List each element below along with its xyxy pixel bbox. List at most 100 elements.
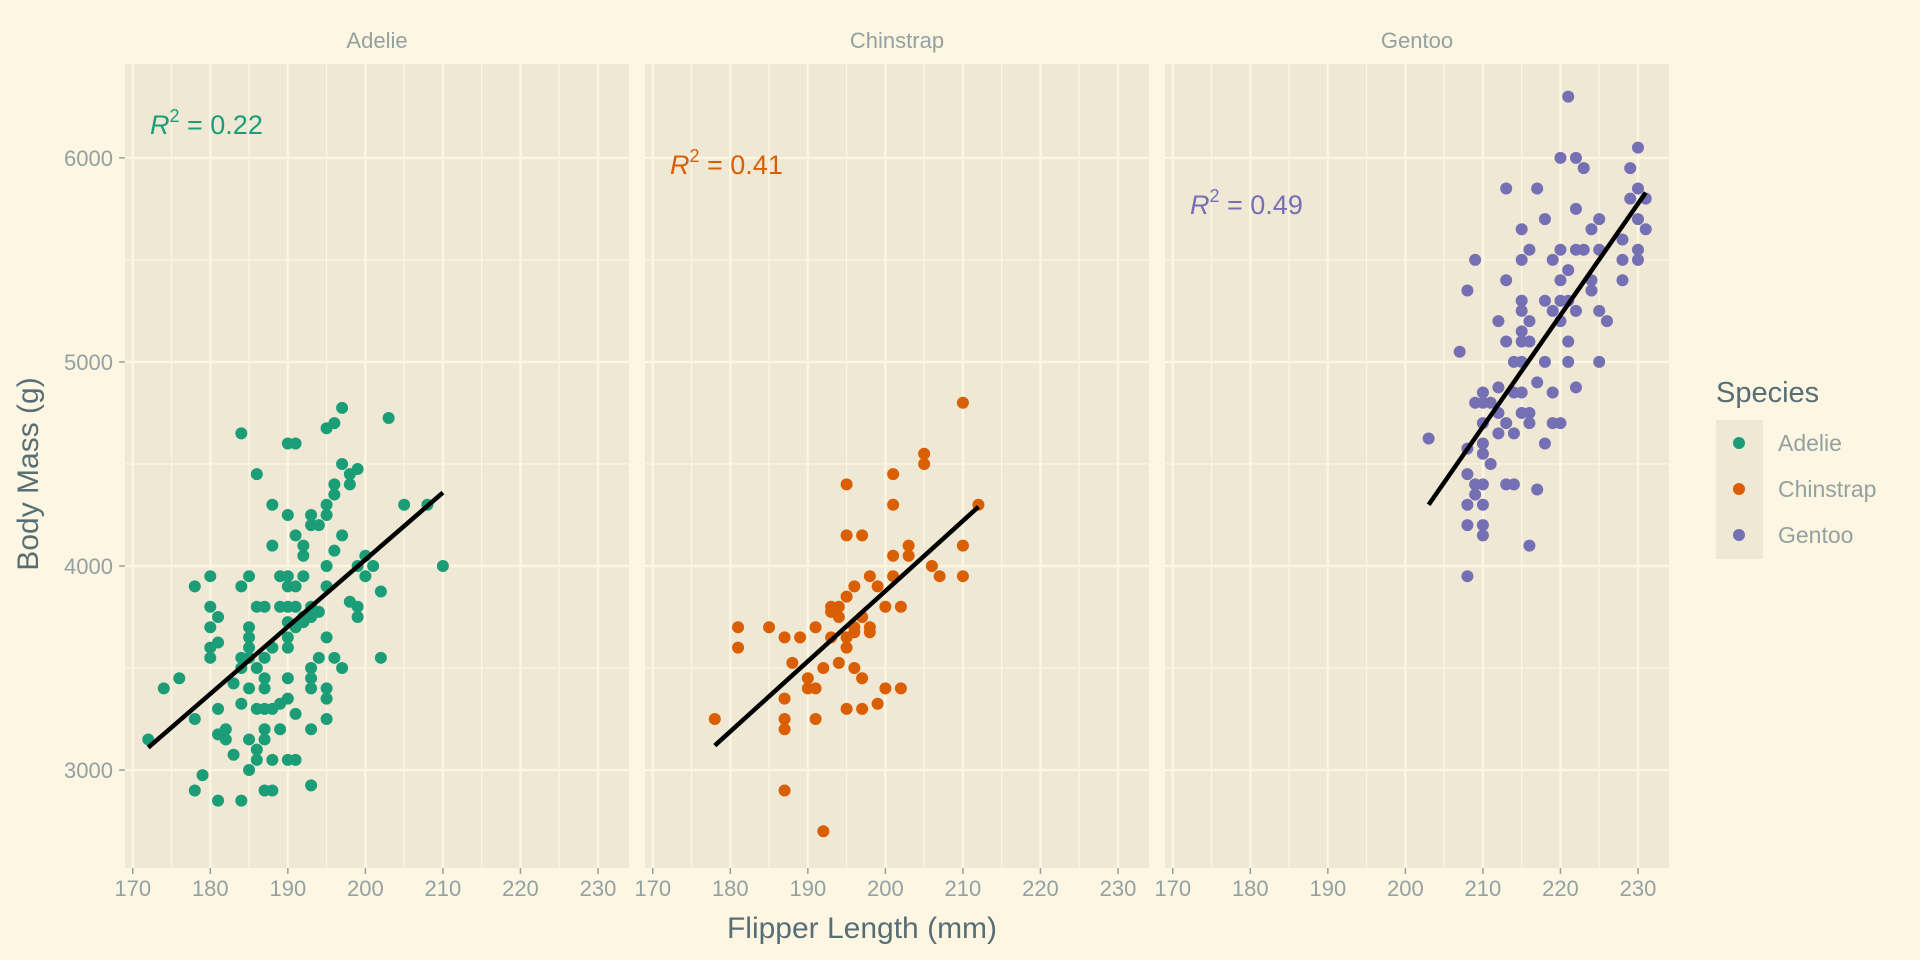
x-tick-label: 230 [580,876,617,901]
data-point [1523,406,1536,419]
data-point [1631,243,1644,256]
data-point [188,580,201,593]
data-point [1546,304,1559,317]
data-point [956,396,969,409]
data-point [1554,243,1567,256]
data-point [1538,294,1551,307]
data-point [243,764,256,777]
data-point [289,580,302,593]
data-point [204,651,217,664]
data-point [801,672,814,685]
data-point [1538,437,1551,450]
data-point [1569,151,1582,164]
data-point [1523,315,1536,328]
data-point [809,682,822,695]
data-point [243,631,256,644]
data-point [204,621,217,634]
data-point [778,723,791,736]
x-tick-label: 210 [1465,876,1502,901]
data-point [1600,315,1613,328]
data-point [235,697,248,710]
data-point [367,559,380,572]
data-point [1585,223,1598,236]
data-point [1569,202,1582,215]
data-point [894,600,907,613]
facet-label-chinstrap: Chinstrap [850,28,944,53]
data-point [856,529,869,542]
x-tick-label: 230 [1100,876,1137,901]
data-point [243,733,256,746]
data-point [832,611,845,624]
x-tick-label: 170 [114,876,151,901]
data-point [305,672,318,685]
data-point [1476,519,1489,532]
data-point [1531,483,1544,496]
data-point [204,570,217,583]
x-tick-label: 210 [425,876,462,901]
data-point [297,570,310,583]
data-point [250,468,263,481]
data-point [281,631,294,644]
data-point [289,600,302,613]
y-tick-label: 4000 [64,554,113,579]
data-point [227,677,240,690]
data-point [328,651,341,664]
data-point [856,672,869,685]
data-point [305,723,318,736]
data-point [336,401,349,414]
data-point [351,600,364,613]
data-point [1554,274,1567,287]
data-point [1484,457,1497,470]
data-point [1515,304,1528,317]
data-point [778,692,791,705]
data-point [382,412,395,425]
data-point [1593,304,1606,317]
panels-layer: Adelie R2 = 0.22 Chinstrap R2 = 0.41 Gentoo R… [125,28,1669,868]
x-tick-label: 200 [347,876,384,901]
data-point [243,570,256,583]
data-point [848,580,861,593]
panel-background [1165,64,1669,868]
data-point [1538,355,1551,368]
data-point [157,682,170,695]
data-point [1515,223,1528,236]
data-point [1624,162,1637,175]
y-axis-title: Body Mass (g) [12,377,45,570]
data-point [1461,284,1474,297]
data-point [794,631,807,644]
x-tick-label: 170 [634,876,671,901]
data-point [204,600,217,613]
data-point [212,636,225,649]
facet-label-gentoo: Gentoo [1381,28,1453,53]
data-point [196,769,209,782]
data-point [918,457,931,470]
data-point [343,478,356,491]
data-point [956,539,969,552]
data-point [1593,213,1606,226]
data-point [219,733,232,746]
data-point [266,498,279,511]
x-tick-label: 220 [1542,876,1579,901]
data-point [398,498,411,511]
data-point [1631,213,1644,226]
data-point [305,662,318,675]
data-point [305,682,318,695]
data-point [258,651,271,664]
x-tick-label: 200 [867,876,904,901]
x-tick-label: 190 [789,876,826,901]
data-point [902,539,915,552]
data-point [1538,213,1551,226]
data-point [266,753,279,766]
data-point [188,713,201,726]
data-point [1593,355,1606,368]
data-point [1476,386,1489,399]
legend-key-chinstrap [1733,483,1745,495]
data-point [763,621,776,634]
x-tick-label: 190 [269,876,306,901]
data-point [1422,432,1435,445]
legend: Species Adelie Chinstrap Gentoo [1716,377,1876,559]
data-point [778,784,791,797]
data-point [188,784,201,797]
data-point [312,651,325,664]
